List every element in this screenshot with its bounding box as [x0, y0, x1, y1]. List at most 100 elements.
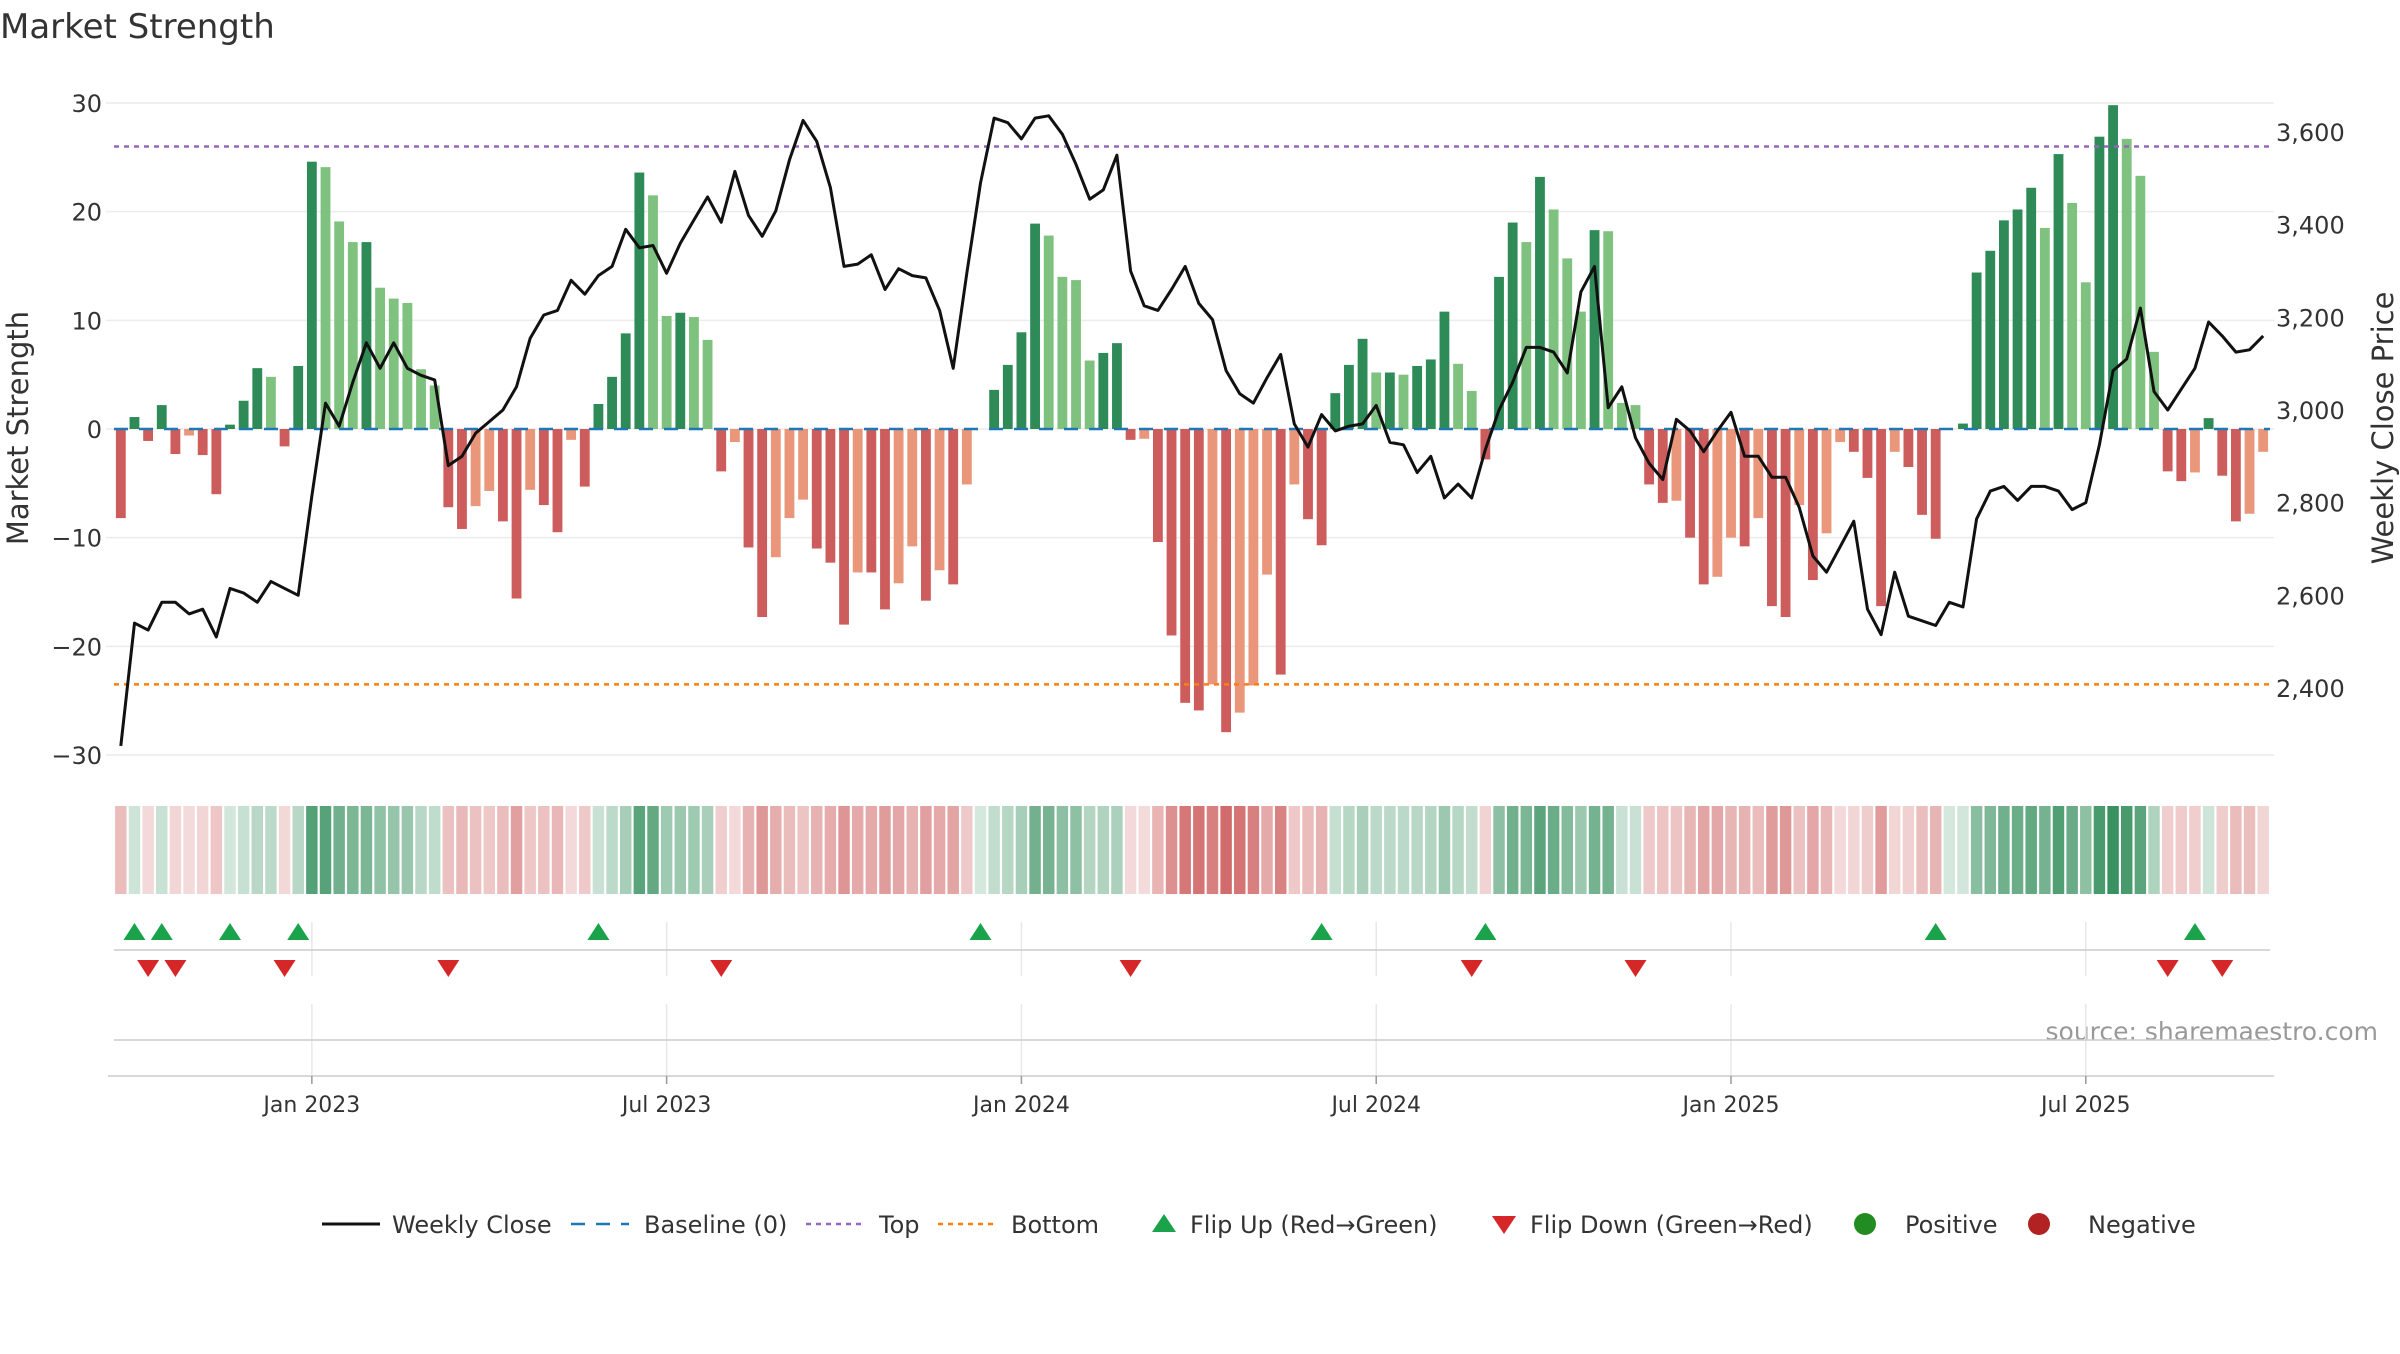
- strength-bar: [1726, 429, 1736, 538]
- strength-bar: [1507, 222, 1518, 429]
- flip-up-marker: [969, 923, 992, 940]
- y-tick-label: −20: [51, 633, 102, 661]
- heat-cell: [920, 806, 932, 894]
- heat-cell: [128, 806, 141, 894]
- strength-bar: [1794, 429, 1805, 506]
- heat-cell: [1329, 806, 1342, 894]
- strength-bar: [1562, 258, 1573, 429]
- strength-bar: [989, 389, 1000, 429]
- heat-cell: [251, 806, 264, 894]
- strength-bar: [634, 172, 645, 429]
- y-tick-label: −30: [51, 742, 102, 770]
- heat-cell: [1466, 806, 1478, 894]
- strength-bar: [1016, 332, 1027, 429]
- strength-bar: [566, 429, 577, 440]
- heat-cell: [1602, 806, 1614, 894]
- x-tick-label: Jul 2023: [620, 1093, 712, 1118]
- flip-down-marker: [437, 960, 460, 977]
- y2-tick-label: 3,400: [2276, 212, 2345, 240]
- heat-cell: [1425, 806, 1437, 894]
- strength-bar: [2026, 187, 2037, 429]
- strength-bar: [511, 429, 522, 599]
- heat-cell: [1152, 806, 1164, 894]
- strength-bar: [1412, 365, 1423, 429]
- heat-cell: [115, 806, 127, 894]
- strength-bar: [497, 429, 508, 522]
- heat-cell: [1083, 806, 1096, 894]
- heat-cell: [2175, 806, 2188, 894]
- strength-bar: [1603, 231, 1614, 429]
- heat-cell: [1670, 806, 1683, 894]
- strength-bar: [1494, 276, 1504, 429]
- strength-bar: [1221, 429, 1232, 733]
- heat-cell: [1711, 806, 1724, 894]
- legend-label: Flip Up (Red→Green): [1190, 1211, 1438, 1239]
- heat-cell: [415, 806, 427, 894]
- y2-tick-label: 2,600: [2276, 582, 2345, 610]
- heat-cell: [1056, 806, 1069, 894]
- heat-cell: [360, 806, 373, 894]
- heat-cell: [1807, 806, 1819, 894]
- heat-cell: [988, 806, 1000, 894]
- strength-bar: [1848, 429, 1859, 452]
- heat-cell: [2066, 806, 2078, 894]
- flip-up-marker: [287, 923, 310, 940]
- strength-bar: [1644, 429, 1655, 485]
- strength-bar: [1125, 429, 1136, 440]
- strength-bar: [702, 339, 713, 429]
- heat-cell: [1902, 806, 1915, 894]
- legend-label: Negative: [2088, 1211, 2196, 1239]
- strength-bar: [2039, 227, 2050, 429]
- strength-bar: [211, 429, 222, 495]
- strength-bar: [1821, 429, 1832, 534]
- strength-bar: [620, 333, 631, 429]
- heat-cell: [715, 806, 727, 894]
- strength-bar: [1371, 372, 1382, 429]
- heat-cell: [1220, 806, 1232, 894]
- strength-bar: [266, 376, 276, 429]
- strength-bar: [525, 429, 536, 490]
- heat-cell: [156, 806, 168, 894]
- heat-cell: [265, 806, 277, 894]
- strength-bar: [552, 429, 563, 533]
- strength-bar: [934, 429, 945, 571]
- strength-bar: [948, 429, 959, 585]
- heat-cell: [1547, 806, 1560, 894]
- strength-bar: [1616, 402, 1627, 429]
- strength-bar: [306, 161, 317, 429]
- heat-cell: [2025, 806, 2037, 894]
- strength-bar: [1862, 429, 1873, 478]
- heat-cell: [660, 806, 673, 894]
- strength-bar: [716, 429, 727, 472]
- flip-up-marker: [1310, 923, 1333, 940]
- heat-cell: [2257, 806, 2269, 894]
- strength-bar: [2135, 175, 2146, 429]
- heat-cell: [428, 806, 441, 894]
- legend-label: Positive: [1905, 1211, 1998, 1239]
- y2-tick-label: 3,200: [2276, 304, 2345, 332]
- heat-cell: [2093, 806, 2106, 894]
- heat-cell: [401, 806, 414, 894]
- heat-cell: [770, 806, 782, 894]
- heat-cell: [183, 806, 195, 894]
- heat-cell: [1834, 806, 1846, 894]
- strength-bar: [2230, 429, 2241, 522]
- strength-bar: [2203, 418, 2214, 429]
- strength-bar: [1535, 176, 1545, 429]
- heat-cell: [974, 806, 987, 894]
- heat-cell: [565, 806, 577, 894]
- heat-cell: [1042, 806, 1055, 894]
- heat-cell: [933, 806, 946, 894]
- heat-cell: [2243, 806, 2256, 894]
- strength-bar: [1685, 429, 1695, 538]
- strength-bar: [375, 287, 386, 429]
- strength-bar: [2094, 136, 2105, 430]
- strength-bar: [1166, 429, 1177, 636]
- flip-down-marker: [1460, 960, 1483, 977]
- strength-bar: [238, 400, 249, 429]
- flip-down-marker: [273, 960, 296, 977]
- heat-cell: [497, 806, 509, 894]
- strength-bar: [1698, 429, 1709, 585]
- strength-bar: [743, 429, 754, 548]
- heat-cell: [442, 806, 455, 894]
